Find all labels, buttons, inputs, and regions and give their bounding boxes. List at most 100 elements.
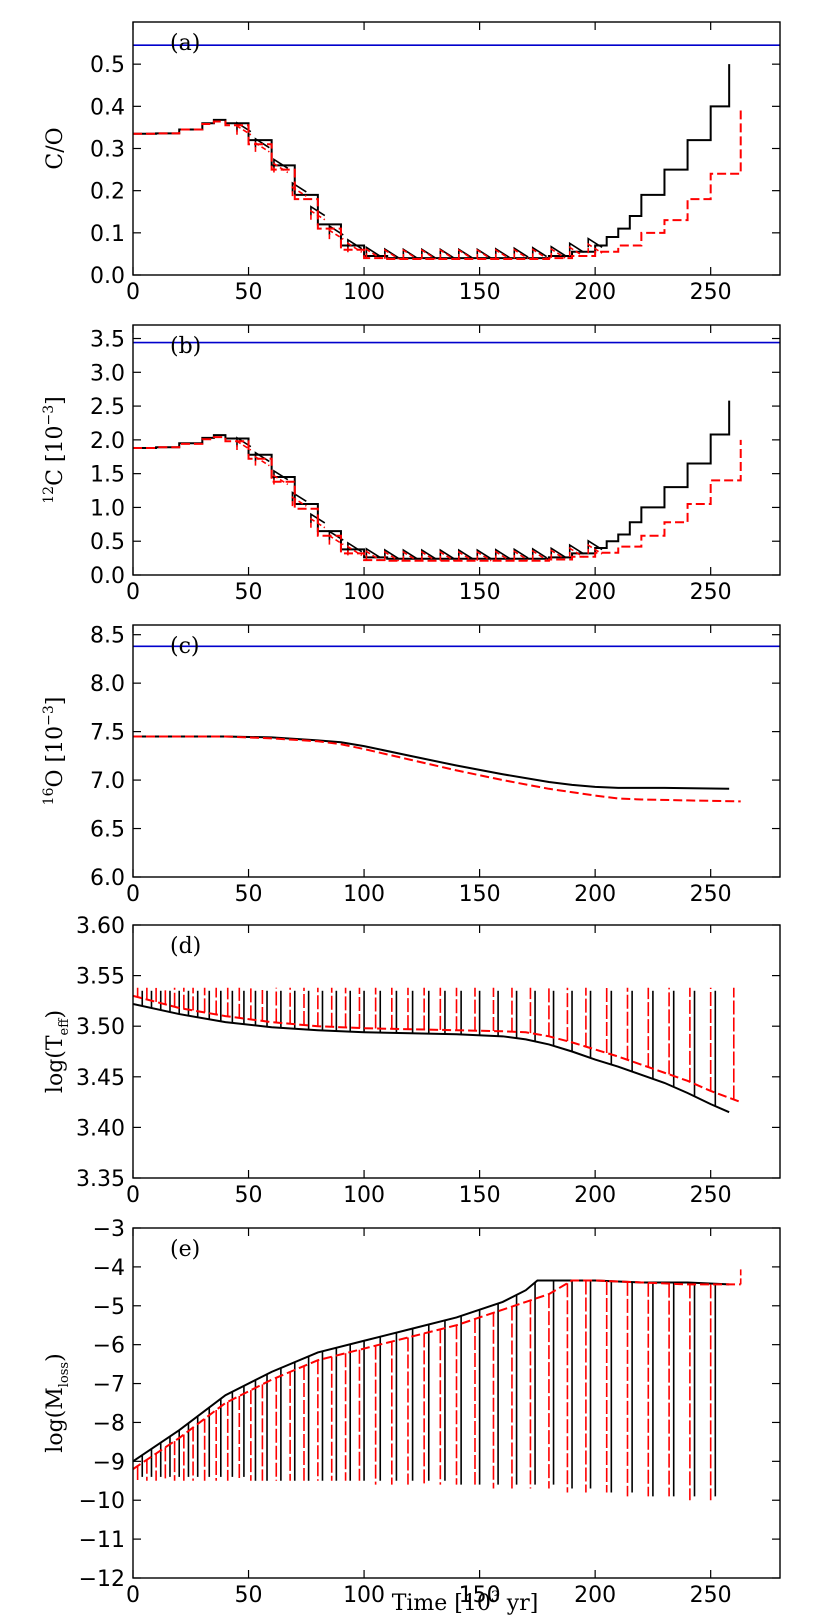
pulse-mark [421,550,437,562]
series-model-1 [133,400,731,560]
axes-frame [132,324,781,576]
x-axis-label-post: yr] [500,1591,539,1616]
x-tick-label: 200 [574,580,616,605]
pulse-mark [531,248,548,260]
pulse-mark [402,248,418,260]
chart-panel-b: 0 50 100 150 200 250 0.0 0.5 1.0 1.5 2.0 2.5 3.0 3.5 (… [41,324,781,605]
pulse-mark [587,242,603,254]
chart-panel-c: 0 50 100 150 200 250 6.0 6.5 7.0 7.5 8.0 8.5 (c) 16O … [41,624,781,907]
pulse-mark [254,455,270,467]
pulse-mark [402,548,418,560]
pulse-mark [291,185,307,197]
pulse-mark [439,548,455,560]
y-axis-label-pre: log( [43,1410,68,1453]
y-tick-label: 3.45 [76,1066,125,1091]
x-tick-label: 150 [459,1583,501,1608]
pulse-mark [236,436,252,448]
y-axis-label-post: ] [43,697,68,706]
y-tick-label: 0.2 [90,180,125,205]
series-model-1 [133,735,730,790]
panel-label: (b) [170,334,201,359]
plot-area [133,400,742,562]
pulse-mark [291,491,307,503]
pulse-mark [347,241,363,253]
y-tick-label: 0.3 [90,138,125,163]
pulse-mark [476,550,492,562]
y-tick-label: −8 [93,1411,125,1436]
y-tick-label: 0.0 [90,264,125,289]
y-tick-label: 1.0 [90,496,125,521]
pulse-mark [347,238,363,250]
x-tick-label: 100 [343,580,385,605]
y-axis-label-sub: eff [57,1017,72,1036]
y-tick-label: −9 [93,1450,125,1475]
y-axis-label: 16O [10−3] [41,697,68,806]
y-tick-label: 2.0 [90,429,125,454]
series-line [133,1002,730,1114]
pulse-mark [273,162,289,174]
x-tick-label: 250 [690,1583,732,1608]
pulse-mark [402,550,418,562]
pulse-mark [476,548,492,560]
x-tick-label: 200 [574,280,616,305]
y-tick-label: 2.5 [90,395,125,420]
panel-label: (a) [170,31,200,56]
y-tick-label: 3.40 [76,1116,125,1141]
series-line [133,400,731,560]
plot-area [133,64,742,260]
series-line [133,436,742,562]
pulse-mark [568,245,585,257]
x-tick-label: 100 [343,1583,385,1608]
x-tick-label: 200 [574,1583,616,1608]
pulse-mark [494,247,511,259]
y-tick-label: 6.5 [90,818,125,843]
y-axis-label-pre: log( [43,1050,68,1093]
x-tick-label: 50 [235,882,263,907]
series-model-1 [133,64,731,260]
x-tick-label: 50 [235,280,263,305]
x-tick-label: 0 [126,1583,140,1608]
x-tick-label: 200 [574,1183,616,1208]
series-model-2 [133,110,742,260]
pulse-mark [291,495,307,507]
y-tick-label: −7 [93,1373,125,1398]
pulse-mark [328,534,344,546]
axes-frame [132,624,781,878]
pulse-mark [494,550,511,562]
pulse-mark [421,248,437,260]
pulse-mark [365,550,381,561]
x-axis-label: Time [103 yr] [392,1589,539,1616]
y-tick-label: 0.1 [90,222,125,247]
pulse-mark [328,228,344,240]
y-axis-label: log(Mloss) [43,1353,72,1452]
y-tick-label: 0.0 [90,564,125,589]
pulse-mark [328,530,344,541]
x-tick-label: 50 [235,1183,263,1208]
y-axis-label-post: ] [43,396,68,405]
y-axis-label-sup: 16 [41,787,57,805]
pulse-mark [384,550,400,562]
x-tick-label: 50 [235,1583,263,1608]
pulse-mark [550,245,566,257]
pulse-mark [439,248,455,260]
y-tick-label: 0.4 [90,95,125,120]
x-axis-label-main: Time [10 [392,1591,491,1616]
pulse-mark [550,546,566,558]
y-tick-label: 8.0 [90,672,125,697]
y-axis-label-main: T [43,1035,68,1050]
y-tick-label: 3.0 [90,361,125,386]
y-tick-label: 3.50 [76,1015,125,1040]
y-axis-label-main: O [10 [43,726,68,788]
series-model-2 [133,987,742,1104]
x-tick-label: 0 [126,580,140,605]
y-axis-label: 12C [10−3] [41,396,68,503]
x-tick-label: 100 [343,1183,385,1208]
pulse-mark [365,245,381,257]
pulse-mark [328,224,344,236]
y-tick-label: 0.5 [90,53,125,78]
pulse-mark [384,248,400,260]
series-model-2 [133,1266,742,1501]
pulse-mark [365,247,381,259]
pulse-mark [310,209,326,221]
